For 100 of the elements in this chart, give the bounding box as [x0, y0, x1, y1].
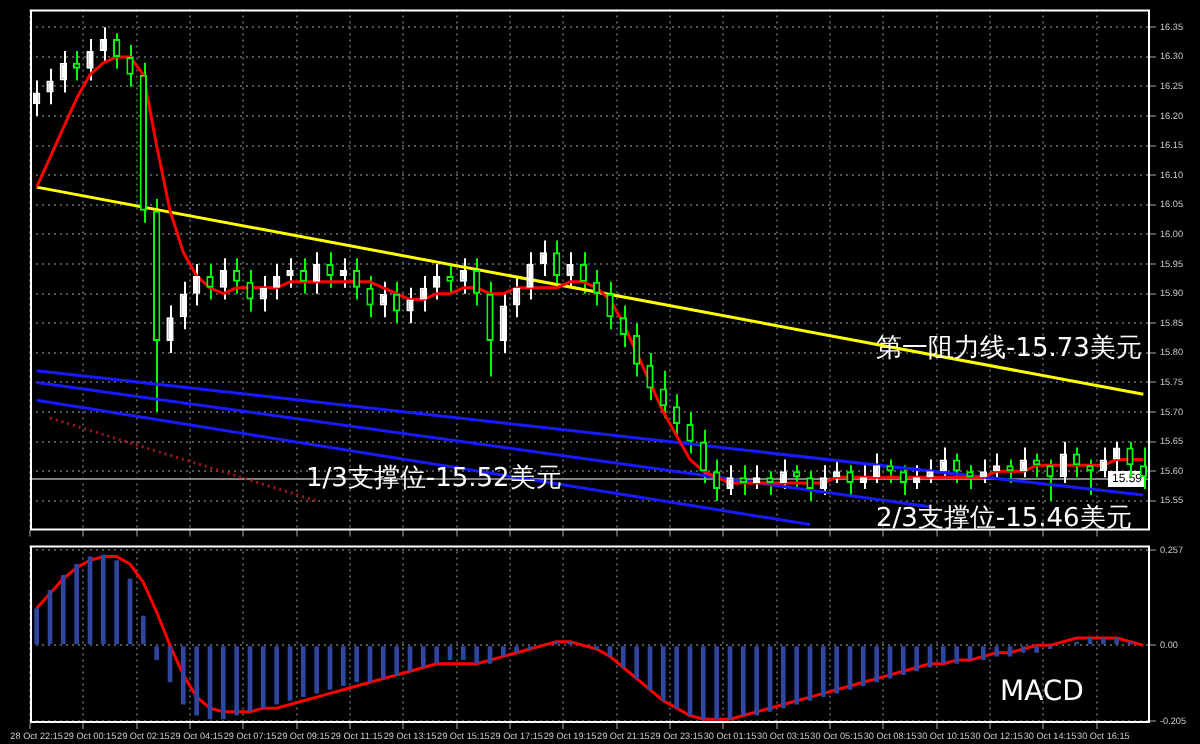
bar [421, 646, 426, 668]
candlestick [1006, 458, 1014, 485]
candlestick [313, 251, 321, 295]
candlestick [99, 26, 107, 64]
candlestick [859, 464, 867, 491]
candlestick [899, 464, 907, 496]
bar [394, 646, 399, 675]
candlestick [606, 280, 614, 331]
bar [1034, 646, 1039, 653]
candlestick [806, 470, 814, 502]
candlestick [233, 257, 241, 295]
candlestick [126, 44, 134, 88]
candlestick [219, 257, 227, 301]
candlestick [113, 32, 121, 70]
bar [794, 646, 799, 705]
candlestick [993, 452, 1001, 479]
candlestick [73, 49, 81, 82]
bar [834, 646, 839, 694]
candlestick [1019, 446, 1027, 479]
bar [434, 646, 439, 664]
candlestick [553, 239, 561, 289]
candlestick [966, 464, 974, 491]
bar [181, 646, 186, 705]
candlestick [566, 251, 574, 289]
bar [634, 646, 639, 679]
bar [474, 646, 479, 664]
candlestick [59, 49, 67, 94]
candlestick [579, 251, 587, 295]
bar [901, 646, 906, 675]
bar [981, 646, 986, 661]
candlestick [913, 464, 921, 491]
candlestick [1086, 458, 1094, 496]
candlestick [739, 464, 747, 496]
candlestick [846, 464, 854, 496]
candlestick [593, 269, 601, 307]
candlestick [659, 369, 667, 419]
bar [661, 646, 666, 701]
candlestick [473, 257, 481, 307]
annotation: 2/3支撑位-15.46美元 [876, 502, 1132, 534]
candlestick [459, 257, 467, 295]
candlestick [1046, 458, 1054, 502]
bar [914, 646, 919, 672]
candlestick [886, 458, 894, 485]
candlestick [486, 280, 494, 378]
bar [514, 646, 519, 653]
candlestick [1033, 452, 1041, 479]
candlestick [926, 458, 934, 485]
bar [501, 646, 506, 657]
bar [701, 646, 706, 720]
bar [194, 646, 199, 716]
candlestick [86, 38, 94, 82]
candlestick [193, 263, 201, 307]
bar [994, 646, 999, 657]
candlestick [633, 322, 641, 378]
candlestick [166, 304, 174, 354]
candlestick [953, 452, 961, 485]
candlestick [433, 263, 441, 301]
bar [114, 560, 119, 645]
candlestick [326, 251, 334, 289]
candlestick [419, 274, 427, 313]
candlestick [713, 458, 721, 502]
candlestick [793, 464, 801, 491]
candlestick [726, 464, 734, 496]
bar [154, 646, 159, 661]
bar [821, 646, 826, 698]
bar [341, 646, 346, 686]
bar [61, 575, 66, 645]
bar [861, 646, 866, 686]
candlestick [766, 470, 774, 496]
bar [141, 615, 146, 645]
candlestick [353, 257, 361, 301]
candlestick [446, 263, 454, 295]
bar [1114, 637, 1119, 645]
bar [461, 646, 466, 661]
bar [621, 646, 626, 668]
candlestick [833, 458, 841, 485]
candlestick [779, 458, 787, 491]
bar [741, 646, 746, 716]
candlestick [873, 452, 881, 485]
bar [101, 554, 106, 645]
bar [301, 646, 306, 698]
bar [234, 646, 239, 716]
candlestick [246, 269, 254, 313]
candlestick [526, 251, 534, 301]
candlestick [379, 280, 387, 319]
bar [754, 646, 759, 716]
bar [274, 646, 279, 705]
candlestick [46, 67, 54, 106]
candlestick [686, 411, 694, 455]
candlestick [206, 263, 214, 301]
annotation: MACD [1000, 676, 1084, 708]
candlestick [753, 464, 761, 491]
candlestick [619, 304, 627, 348]
bar [954, 646, 959, 664]
bar [74, 564, 79, 645]
bar [381, 646, 386, 679]
bar [941, 646, 946, 664]
bar [1021, 646, 1026, 653]
candlestick [299, 257, 307, 295]
bar [221, 646, 226, 720]
